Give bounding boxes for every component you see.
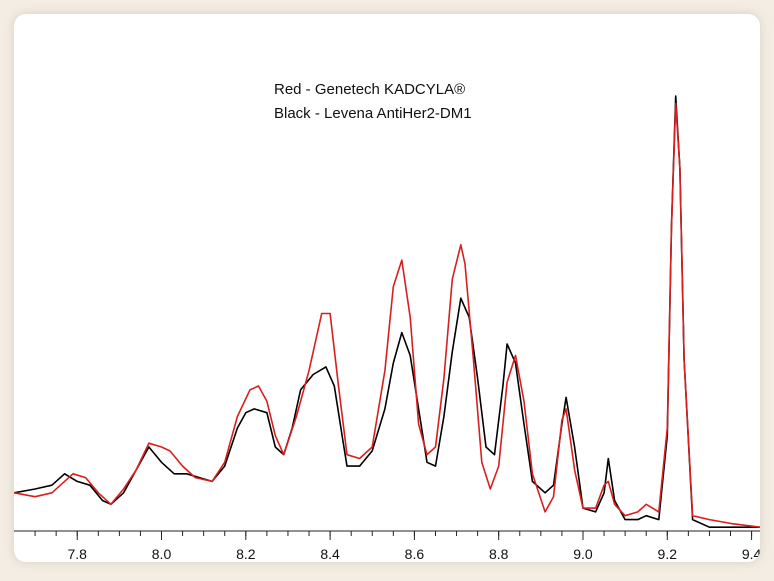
legend-text-black: Black - Levena AntiHer2-DM1: [274, 105, 472, 122]
x-tick-label: 8.2: [236, 546, 256, 562]
x-tick-label: 8.0: [152, 546, 172, 562]
x-tick-label: 8.8: [489, 546, 509, 562]
x-tick-label: 9.4: [742, 546, 760, 562]
x-tick-label: 7.8: [67, 546, 87, 562]
x-tick-label: 9.0: [573, 546, 593, 562]
legend-text-red: Red - Genetech KADCYLA®: [274, 81, 466, 98]
x-tick-label: 8.4: [320, 546, 340, 562]
chart-frame: 7.8 8.0 8.2 8.4 8.6 8.8 9.0 9.2 9.4 Red - Genete…: [14, 14, 760, 562]
x-tick-label: 9.2: [658, 546, 678, 562]
nmr-spectrum-chart: 7.8 8.0 8.2 8.4 8.6 8.8 9.0 9.2 9.4: [14, 95, 760, 562]
x-tick-label: 8.6: [405, 546, 425, 562]
series-layer: [14, 95, 760, 529]
x-axis: 7.8 8.0 8.2 8.4 8.6 8.8 9.0 9.2 9.4: [14, 530, 760, 562]
series-line-black: [14, 95, 760, 529]
series-line-red: [14, 102, 760, 528]
